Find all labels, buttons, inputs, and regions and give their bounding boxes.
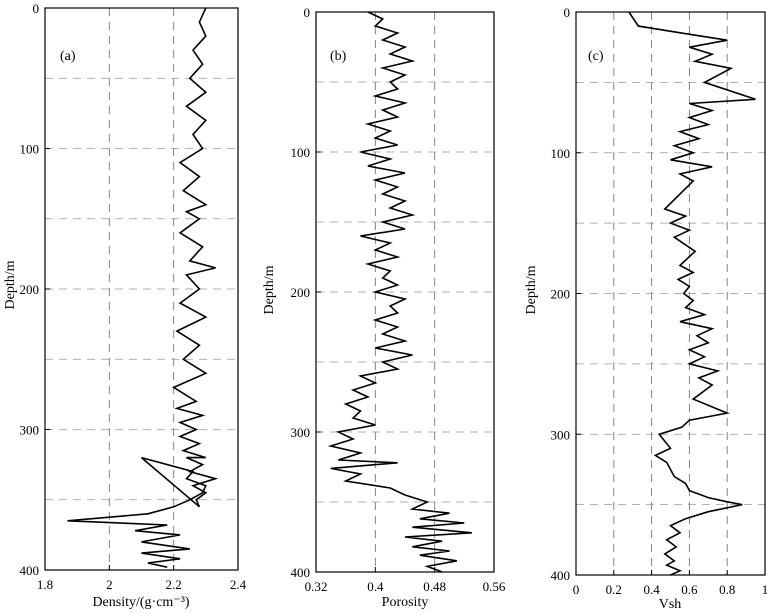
panel-c-xtick-label: 0.2 xyxy=(606,582,622,597)
panel-a-xtick-label: 2 xyxy=(106,577,113,592)
panel-c-vsh-curve xyxy=(628,11,756,576)
panel-c-ylabel: Depth/m xyxy=(524,265,539,314)
panel-c-xtick-label: 0.6 xyxy=(681,582,698,597)
panel-b-ytick-label: 400 xyxy=(291,565,311,580)
panel-b-xtick-label: 0.56 xyxy=(483,579,506,594)
panel-a-xticks: 1.8 2 2.2 2.4 xyxy=(37,565,247,592)
panel-b-xtick-label: 0.48 xyxy=(423,579,446,594)
panel-a-grid xyxy=(45,8,238,570)
panel-a-ytick-label: 100 xyxy=(20,142,40,157)
panel-b-frame xyxy=(315,11,495,573)
panel-a-ytick-label: 0 xyxy=(33,1,40,16)
panel-a-xlabel: Density/(g·cm⁻³) xyxy=(92,595,189,610)
panel-b-xtick-label: 0.32 xyxy=(305,579,328,594)
panel-c-xlabel: Vsh xyxy=(659,597,682,612)
panel-a-frame xyxy=(44,7,239,571)
panel-c-frame xyxy=(575,11,766,576)
panel-a: (a) 1.8 2 2.2 2.4 0 100 200 300 400 Density/(g·… xyxy=(3,1,247,610)
panel-a-density-curve xyxy=(67,7,219,568)
panel-c-xtick-label: 0.8 xyxy=(719,582,735,597)
panel-a-xtick-label: 1.8 xyxy=(37,577,53,592)
panel-b: (b) 0.32 0.4 0.48 0.56 0 100 200 300 400 Porosi… xyxy=(262,5,506,610)
panel-a-ylabel: Depth/m xyxy=(3,260,18,309)
panel-b-ytick-label: 300 xyxy=(291,425,311,440)
panel-b-yticks: 0 100 200 300 400 xyxy=(291,5,321,580)
panel-a-yticks: 0 100 200 300 400 xyxy=(20,1,50,578)
panel-c-xticks: 0 0.2 0.4 0.6 0.8 1 xyxy=(573,570,767,597)
panel-b-ytick-label: 100 xyxy=(291,145,311,160)
panel-b-ytick-label: 0 xyxy=(304,5,311,20)
panel-c-ytick-label: 300 xyxy=(551,427,571,442)
panel-a-xtick-label: 2.2 xyxy=(166,577,182,592)
panel-a-ytick-label: 300 xyxy=(20,423,40,438)
panel-b-xlabel: Porosity xyxy=(382,595,429,610)
panel-c-ytick-label: 100 xyxy=(551,146,571,161)
panel-b-xticks: 0.32 0.4 0.48 0.56 xyxy=(305,567,506,594)
panel-b-porosity-curve xyxy=(327,11,472,573)
panel-b-ylabel: Depth/m xyxy=(262,265,277,314)
panel-c-ytick-label: 200 xyxy=(551,287,571,302)
panel-b-ytick-label: 200 xyxy=(291,285,311,300)
panel-c-tag: (c) xyxy=(588,49,604,64)
panel-c-xtick-label: 1 xyxy=(762,582,767,597)
panel-c-grid xyxy=(576,12,765,575)
panel-a-ytick-label: 200 xyxy=(20,282,40,297)
panel-c: (c) 0 0.2 0.4 0.6 0.8 1 0 100 200 300 400 Vsh Dep… xyxy=(524,5,767,612)
panel-a-ytick-label: 400 xyxy=(20,563,40,578)
panel-b-grid xyxy=(316,12,494,572)
panel-c-ytick-label: 0 xyxy=(564,5,571,20)
panel-b-xtick-label: 0.4 xyxy=(367,579,384,594)
panel-c-yticks: 0 100 200 300 400 xyxy=(551,5,581,583)
panel-a-xtick-label: 2.4 xyxy=(230,577,247,592)
panel-c-xtick-label: 0.4 xyxy=(643,582,660,597)
panel-c-ytick-label: 400 xyxy=(551,568,571,583)
panel-c-xtick-label: 0 xyxy=(573,582,580,597)
panel-a-tag: (a) xyxy=(60,49,76,64)
panel-b-tag: (b) xyxy=(330,49,347,64)
